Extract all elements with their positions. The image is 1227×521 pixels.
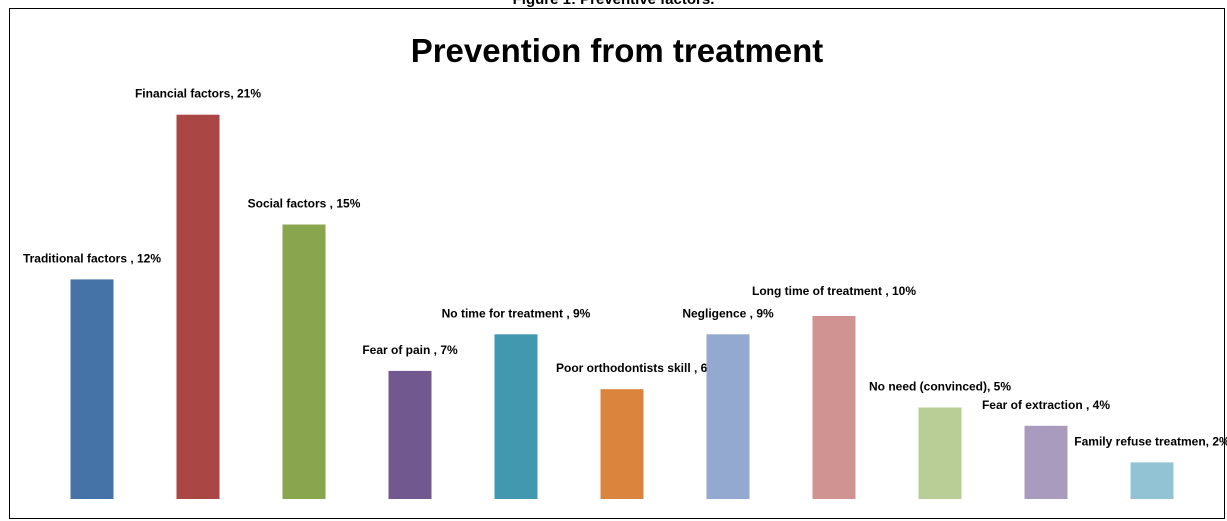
- data-label: Financial factors, 21%: [135, 87, 261, 101]
- bar: [1130, 462, 1174, 499]
- data-label: No need (convinced), 5%: [869, 380, 1011, 394]
- bar: [812, 316, 856, 499]
- figure-caption: Figure 1: Preventive factors.: [0, 0, 1227, 9]
- bar: [1024, 425, 1068, 499]
- data-label: Fear of extraction , 4%: [982, 398, 1110, 412]
- data-label: Social factors , 15%: [248, 197, 361, 211]
- data-label: No time for treatment , 9%: [442, 306, 591, 320]
- data-label: Negligence , 9%: [682, 306, 774, 320]
- bar: [176, 114, 220, 499]
- bar: [600, 389, 644, 499]
- data-label: Family refuse treatmen, 2%: [1074, 434, 1227, 448]
- data-label: Long time of treatment , 10%: [752, 284, 916, 298]
- bar: [494, 334, 538, 499]
- data-label: Traditional factors , 12%: [23, 251, 161, 265]
- chart-title: Prevention from treatment: [410, 32, 824, 69]
- data-label: Poor orthodontists skill , 6%: [556, 361, 718, 375]
- bar: [706, 334, 750, 499]
- bar: [282, 224, 326, 499]
- bar: [70, 279, 114, 499]
- bar: [918, 407, 962, 499]
- data-label: Fear of pain , 7%: [362, 343, 458, 357]
- bar: [388, 370, 432, 499]
- chart-frame: [9, 8, 1225, 519]
